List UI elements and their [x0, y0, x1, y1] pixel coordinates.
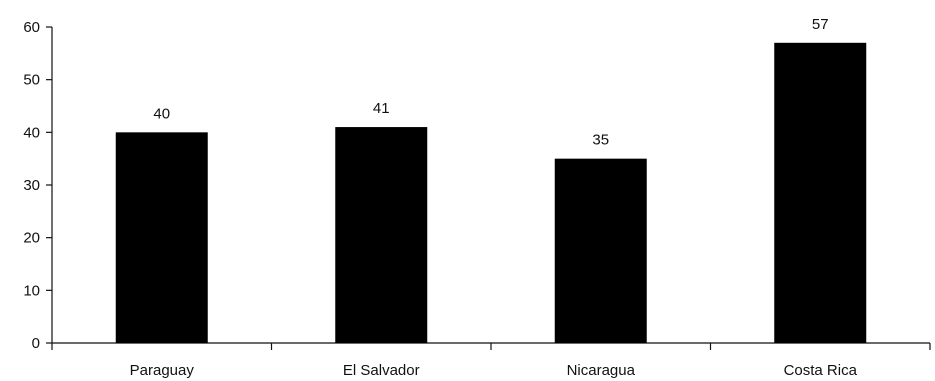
y-tick-label: 10 — [23, 282, 40, 299]
y-tick-label: 20 — [23, 230, 40, 247]
y-axis-ticks: 0 10 20 30 40 50 60 — [23, 19, 52, 352]
category-label: Costa Rica — [784, 362, 858, 379]
bar-nicaragua — [554, 158, 647, 343]
bar-el-salvador — [335, 127, 428, 343]
data-label: 41 — [373, 100, 390, 117]
data-labels: 40 41 35 57 — [153, 16, 828, 149]
y-tick-label: 0 — [32, 335, 40, 352]
bar-paraguay — [115, 132, 208, 343]
category-labels: Paraguay El Salvador Nicaragua Costa Rica — [130, 362, 858, 379]
bar-series — [115, 42, 867, 344]
bar-costa-rica — [774, 42, 867, 344]
data-label: 57 — [812, 16, 829, 33]
category-label: El Salvador — [343, 362, 420, 379]
data-label: 35 — [592, 132, 609, 149]
y-tick-label: 40 — [23, 124, 40, 141]
x-axis-ticks — [51, 343, 931, 350]
y-tick-label: 50 — [23, 72, 40, 89]
category-label: Paraguay — [130, 362, 195, 379]
y-tick-label: 60 — [23, 19, 40, 36]
y-tick-label: 30 — [23, 177, 40, 194]
category-label: Nicaragua — [567, 362, 636, 379]
data-label: 40 — [153, 105, 170, 122]
